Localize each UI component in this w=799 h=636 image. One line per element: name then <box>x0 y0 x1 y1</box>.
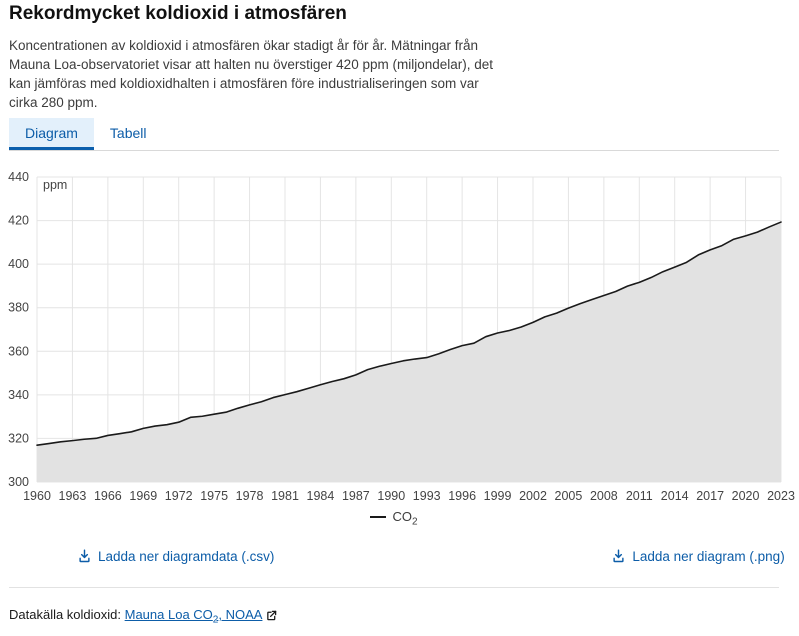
svg-text:2002: 2002 <box>519 489 547 503</box>
svg-text:420: 420 <box>8 214 29 228</box>
svg-text:2017: 2017 <box>696 489 724 503</box>
svg-text:1984: 1984 <box>307 489 335 503</box>
svg-text:ppm: ppm <box>43 178 67 192</box>
svg-text:440: 440 <box>8 170 29 184</box>
svg-text:2005: 2005 <box>555 489 583 503</box>
svg-text:300: 300 <box>8 475 29 489</box>
svg-text:1999: 1999 <box>484 489 512 503</box>
svg-text:2014: 2014 <box>661 489 689 503</box>
svg-text:1963: 1963 <box>59 489 87 503</box>
svg-text:1966: 1966 <box>94 489 122 503</box>
svg-text:1960: 1960 <box>23 489 51 503</box>
svg-text:1975: 1975 <box>200 489 228 503</box>
svg-text:1993: 1993 <box>413 489 441 503</box>
svg-text:1978: 1978 <box>236 489 264 503</box>
svg-text:320: 320 <box>8 432 29 446</box>
svg-text:360: 360 <box>8 345 29 359</box>
svg-text:1987: 1987 <box>342 489 370 503</box>
svg-text:1981: 1981 <box>271 489 299 503</box>
svg-text:2020: 2020 <box>732 489 760 503</box>
svg-text:340: 340 <box>8 388 29 402</box>
svg-text:1996: 1996 <box>448 489 476 503</box>
svg-text:2011: 2011 <box>626 489 653 503</box>
svg-text:2023: 2023 <box>767 489 795 503</box>
svg-text:1972: 1972 <box>165 489 193 503</box>
svg-text:2008: 2008 <box>590 489 618 503</box>
svg-text:1990: 1990 <box>377 489 405 503</box>
svg-text:400: 400 <box>8 258 29 272</box>
svg-text:380: 380 <box>8 301 29 315</box>
svg-text:1969: 1969 <box>129 489 157 503</box>
